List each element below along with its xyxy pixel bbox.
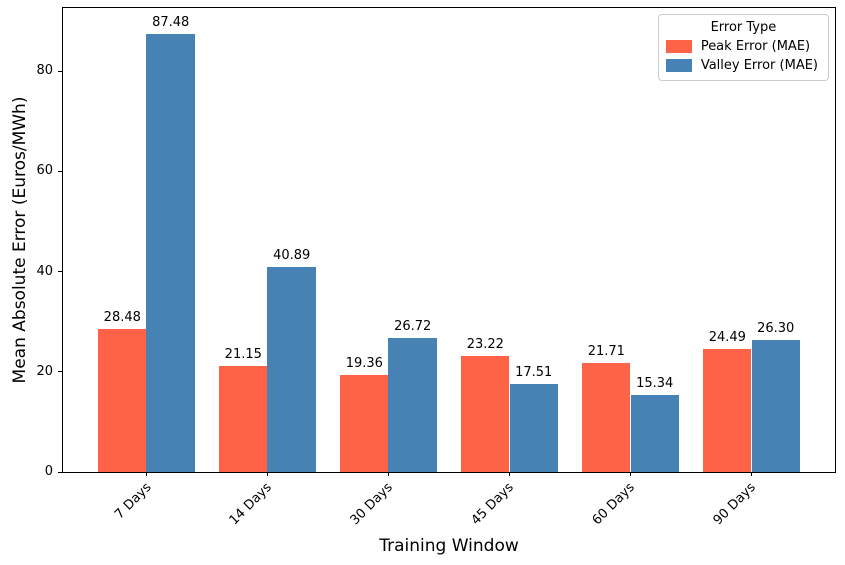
legend-entry-label: Peak Error (MAE) [700,39,811,54]
legend: Error Type Peak Error (MAE) Valley Error… [657,14,829,81]
bar-value-label: 21.71 [587,344,625,360]
bar-value-label: 23.22 [466,336,504,352]
x-axis-tick-label-90-days: 90 Days [710,480,760,529]
y-axis-tick-label: 20 [36,363,53,379]
bar-peak-error-mae-14-days [219,366,268,472]
x-axis-tick [751,472,752,476]
x-axis-tick-label-45-days: 45 Days [468,480,518,529]
bar-value-label: 40.89 [273,248,311,264]
x-axis-tick-label-60-days: 60 Days [589,480,639,529]
y-axis-tick-label: 0 [44,464,53,479]
y-axis-tick [58,471,62,473]
x-axis-tick [509,472,510,476]
bar-value-label: 15.34 [636,376,674,392]
bar-peak-error-mae-7-days [98,329,147,472]
y-axis-tick [58,70,62,72]
y-axis-tick [58,271,62,273]
y-axis-label: Mean Absolute Error (Euros/MWh) [10,96,30,384]
bar-value-label: 87.48 [152,14,190,30]
x-axis-tick-label-7-days: 7 Days [111,480,155,523]
x-axis-tick [145,472,147,476]
bar-value-label: 17.51 [515,365,553,381]
bar-valley-error-mae-7-days [146,33,195,472]
bar-value-label: 26.72 [394,319,432,335]
y-axis-tick-label: 40 [36,263,53,279]
x-axis-tick-label-30-days: 30 Days [347,480,397,529]
bar-value-label: 19.36 [345,355,383,371]
bar-valley-error-mae-30-days [388,338,437,472]
bar-valley-error-mae-90-days [751,340,800,472]
bar-value-label: 21.15 [224,347,262,363]
bar-value-label: 28.48 [103,310,141,326]
bar-value-label: 26.30 [757,321,795,337]
x-axis-tick [387,472,389,476]
peak-error-swatch [665,40,692,53]
bar-valley-error-mae-14-days [267,267,316,472]
plot-area: Error Type Peak Error (MAE) Valley Error… [36,7,836,528]
legend-title: Error Type [710,20,777,35]
x-axis-label: Training Window [379,536,519,556]
bar-valley-error-mae-45-days [509,384,558,472]
legend-entry-peak-error: Peak Error (MAE) [665,39,818,54]
y-axis-tick [58,170,62,172]
bar-valley-error-mae-60-days [630,395,679,472]
bar-peak-error-mae-30-days [340,374,389,472]
legend-entry-label: Valley Error (MAE) [700,58,818,73]
bar-peak-error-mae-90-days [703,349,752,472]
bar-peak-error-mae-60-days [582,363,631,472]
x-axis-tick-label-14-days: 14 Days [226,480,276,529]
bar-value-label: 24.49 [708,330,746,346]
x-axis-tick [630,472,631,476]
x-axis-tick [266,472,268,476]
y-axis-tick-label: 60 [36,163,53,179]
bar-peak-error-mae-45-days [461,355,510,472]
valley-error-swatch [665,59,692,72]
y-axis-tick [58,371,62,373]
legend-entry-valley-error: Valley Error (MAE) [665,58,818,73]
y-axis-tick-label: 80 [36,63,53,79]
